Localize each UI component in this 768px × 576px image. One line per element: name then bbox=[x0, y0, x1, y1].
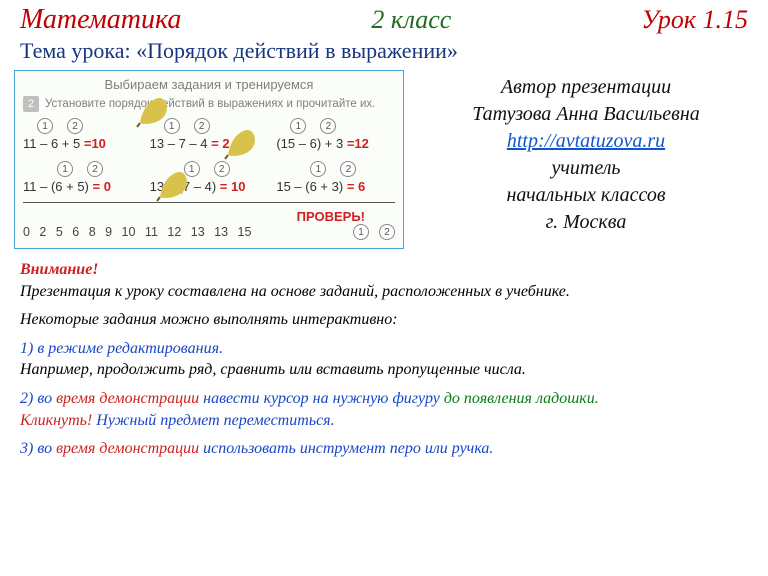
step-badge: 1 bbox=[57, 161, 73, 177]
answer: = 6 bbox=[347, 179, 365, 194]
step-badge: 2 bbox=[67, 118, 83, 134]
author-name: Татузова Анна Васильевна bbox=[418, 101, 754, 128]
author-line: начальных классов bbox=[418, 182, 754, 209]
step-badge: 2 bbox=[320, 118, 336, 134]
check-label: ПРОВЕРЬ! bbox=[23, 209, 395, 224]
note-text: режиме редактирования. bbox=[48, 340, 223, 357]
expression: 11 – 6 + 5 bbox=[23, 136, 80, 151]
note-text: использовать инструмент перо или ручка. bbox=[203, 440, 493, 457]
expression: 15 – (6 + 3) bbox=[276, 179, 343, 194]
answer: = 10 bbox=[220, 179, 246, 194]
note-text: время демонстрации bbox=[56, 390, 199, 407]
answer: =12 bbox=[347, 136, 369, 151]
author-line: Автор презентации bbox=[418, 74, 754, 101]
note-text: 2) во bbox=[20, 390, 52, 407]
note-text: навести курсор на нужную фигуру bbox=[203, 390, 440, 407]
grade-label: 2 класс bbox=[181, 5, 641, 35]
note-text: 1) в bbox=[20, 340, 44, 357]
note-text: Кликнуть! bbox=[20, 412, 92, 429]
step-badge: 1 bbox=[353, 224, 369, 240]
number-pool: 0 2 5 6 8 9 10 11 12 13 13 15 bbox=[23, 225, 343, 239]
note-text: Некоторые задания можно выполнять интера… bbox=[20, 309, 748, 331]
header: Математика 2 класс Урок 1.15 bbox=[0, 0, 768, 36]
author-link[interactable]: http://avtatuzova.ru bbox=[507, 130, 665, 152]
author-block: Автор презентации Татузова Анна Васильев… bbox=[418, 70, 754, 249]
note-text: до появления ладошки. bbox=[444, 390, 599, 407]
topic-title: Тема урока: «Порядок действий в выражени… bbox=[0, 36, 768, 70]
step-badge: 2 bbox=[214, 161, 230, 177]
author-line: учитель bbox=[418, 155, 754, 182]
exercise-title: Выбираем задания и тренируемся bbox=[23, 77, 395, 92]
attention-label: Внимание! bbox=[20, 261, 99, 278]
answer: =10 bbox=[84, 136, 106, 151]
step-badge: 1 bbox=[290, 118, 306, 134]
note-text: время демонстрации bbox=[56, 440, 199, 457]
divider bbox=[23, 202, 395, 203]
step-badge: 2 bbox=[340, 161, 356, 177]
step-badge: 1 bbox=[184, 161, 200, 177]
lesson-label: Урок 1.15 bbox=[641, 5, 748, 35]
exercise-box: Выбираем задания и тренируемся 2 Установ… bbox=[14, 70, 404, 249]
note-text: Нужный предмет переместиться. bbox=[96, 412, 334, 429]
step-badge: 2 bbox=[87, 161, 103, 177]
notes-block: Внимание! Презентация к уроку составлена… bbox=[0, 249, 768, 477]
note-text: 3) во bbox=[20, 440, 52, 457]
expression: 13 – (7 – 4) bbox=[150, 179, 217, 194]
expression: 11 – (6 + 5) bbox=[23, 179, 89, 194]
step-badge: 2 bbox=[379, 224, 395, 240]
expression: (15 – 6) + 3 bbox=[276, 136, 343, 151]
expression: 13 – 7 – 4 bbox=[150, 136, 208, 151]
answer: = 0 bbox=[93, 179, 111, 194]
task-number-badge: 2 bbox=[23, 96, 39, 112]
note-text: Например, продолжить ряд, сравнить или в… bbox=[20, 361, 526, 378]
step-badge: 2 bbox=[194, 118, 210, 134]
answer: = 2 bbox=[211, 136, 229, 151]
author-line: г. Москва bbox=[418, 209, 754, 236]
step-badge: 1 bbox=[310, 161, 326, 177]
subject-label: Математика bbox=[20, 4, 181, 36]
task-text: Установите порядок действий в выражениях… bbox=[45, 98, 375, 110]
step-badge: 1 bbox=[37, 118, 53, 134]
note-text: Презентация к уроку составлена на основе… bbox=[20, 283, 570, 300]
step-badge: 1 bbox=[164, 118, 180, 134]
